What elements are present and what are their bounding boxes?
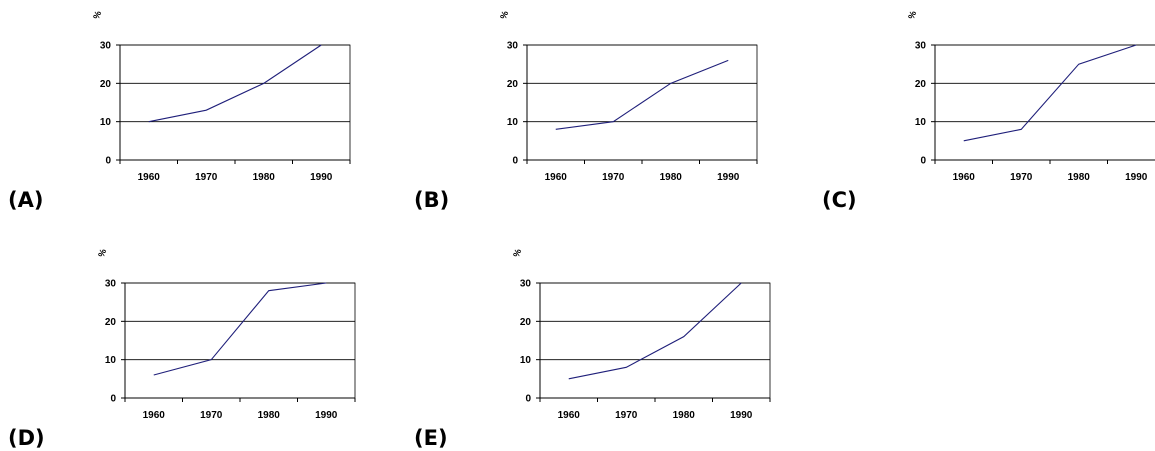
data-point xyxy=(612,120,614,122)
series-line xyxy=(148,44,322,123)
data-point xyxy=(963,140,965,142)
data-point xyxy=(683,335,685,337)
y-tick-label: 0 xyxy=(110,394,116,405)
y-tick-label: 0 xyxy=(920,156,926,167)
data-point xyxy=(740,282,742,284)
chart-a: 0 10 20 30 1960 1970 1980 1990% xyxy=(80,0,355,190)
data-point xyxy=(555,128,557,130)
x-tick-label: 1980 xyxy=(253,172,276,183)
data-point xyxy=(325,282,327,284)
y-tick-label: 0 xyxy=(105,156,111,167)
plot-border xyxy=(125,282,356,398)
series-line xyxy=(963,44,1137,142)
chart-c: 0 10 20 30 1960 1970 1980 1990% xyxy=(895,0,1155,190)
x-tick-label: 1990 xyxy=(315,410,338,421)
data-point xyxy=(670,82,672,84)
y-unit-label: % xyxy=(498,9,510,20)
y-tick-label: 10 xyxy=(507,117,519,128)
y-tick-label: 10 xyxy=(520,355,532,366)
series-line xyxy=(568,282,742,380)
plot-border xyxy=(120,44,351,160)
data-point xyxy=(153,374,155,376)
y-tick-label: 30 xyxy=(520,279,532,290)
series-line xyxy=(153,282,327,376)
chart-e: 0 10 20 30 1960 1970 1980 1990% xyxy=(500,238,775,428)
chart-svg: 0 10 20 30 1960 1970 1980 1990% xyxy=(91,9,351,183)
chart-b: 0 10 20 30 1960 1970 1980 1990% xyxy=(487,0,762,190)
data-point xyxy=(210,358,212,360)
panel-label-a: (A) xyxy=(8,188,44,212)
chart-svg: 0 10 20 30 1960 1970 1980 1990% xyxy=(498,9,758,183)
y-tick-label: 30 xyxy=(100,41,112,52)
data-point xyxy=(727,59,729,61)
data-point xyxy=(568,378,570,380)
series-line xyxy=(555,59,729,130)
x-tick-label: 1980 xyxy=(258,410,281,421)
y-tick-label: 20 xyxy=(507,79,519,90)
data-point xyxy=(625,366,627,368)
x-tick-label: 1960 xyxy=(545,172,568,183)
panel-label-b: (B) xyxy=(414,188,450,212)
y-tick-label: 20 xyxy=(915,79,927,90)
y-tick-label: 0 xyxy=(525,394,531,405)
y-tick-label: 20 xyxy=(105,317,117,328)
data-point xyxy=(1078,63,1080,65)
chart-d: 0 10 20 30 1960 1970 1980 1990% xyxy=(85,238,360,428)
panel-label-e: (E) xyxy=(414,426,448,450)
x-tick-label: 1970 xyxy=(195,172,218,183)
y-tick-label: 20 xyxy=(100,79,112,90)
x-tick-label: 1990 xyxy=(310,172,333,183)
x-tick-label: 1990 xyxy=(717,172,740,183)
y-unit-label: % xyxy=(91,9,103,20)
data-point xyxy=(1020,128,1022,130)
data-point xyxy=(320,44,322,46)
y-tick-label: 10 xyxy=(105,355,117,366)
x-tick-label: 1960 xyxy=(953,172,976,183)
x-tick-label: 1960 xyxy=(143,410,166,421)
data-point xyxy=(205,109,207,111)
x-tick-label: 1990 xyxy=(730,410,753,421)
x-tick-label: 1960 xyxy=(558,410,581,421)
y-tick-label: 30 xyxy=(915,41,927,52)
chart-svg: 0 10 20 30 1960 1970 1980 1990% xyxy=(96,247,356,421)
x-tick-label: 1960 xyxy=(138,172,161,183)
y-unit-label: % xyxy=(96,247,108,258)
plot-border xyxy=(540,282,771,398)
y-tick-label: 10 xyxy=(100,117,112,128)
y-tick-label: 0 xyxy=(512,156,518,167)
x-tick-label: 1970 xyxy=(1010,172,1033,183)
x-tick-label: 1970 xyxy=(615,410,638,421)
x-tick-label: 1980 xyxy=(1068,172,1091,183)
x-tick-label: 1990 xyxy=(1125,172,1148,183)
chart-svg: 0 10 20 30 1960 1970 1980 1990% xyxy=(511,247,771,421)
y-unit-label: % xyxy=(906,9,918,20)
data-point xyxy=(148,120,150,122)
panel-label-c: (C) xyxy=(822,188,857,212)
data-point xyxy=(1135,44,1137,46)
x-tick-label: 1980 xyxy=(673,410,696,421)
y-unit-label: % xyxy=(511,247,523,258)
data-point xyxy=(263,82,265,84)
chart-svg: 0 10 20 30 1960 1970 1980 1990% xyxy=(906,9,1155,183)
y-tick-label: 10 xyxy=(915,117,927,128)
data-point xyxy=(268,289,270,291)
x-tick-label: 1970 xyxy=(602,172,625,183)
y-tick-label: 30 xyxy=(105,279,117,290)
x-tick-label: 1980 xyxy=(660,172,683,183)
x-tick-label: 1970 xyxy=(200,410,223,421)
y-tick-label: 30 xyxy=(507,41,519,52)
panel-label-d: (D) xyxy=(8,426,45,450)
y-tick-label: 20 xyxy=(520,317,532,328)
